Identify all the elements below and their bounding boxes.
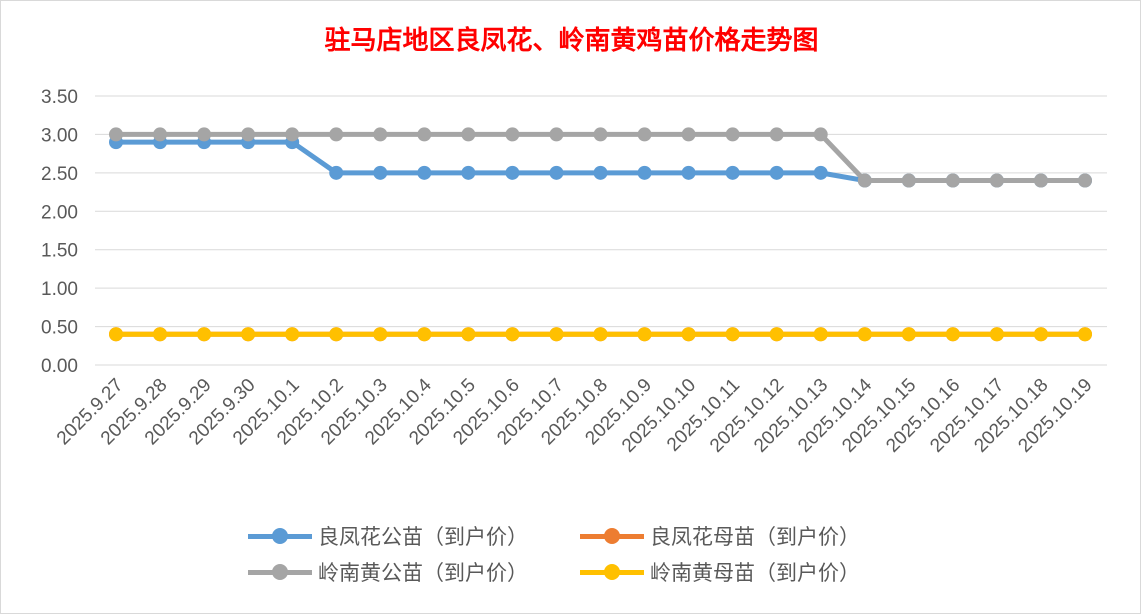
legend-swatch-icon [580, 560, 644, 584]
y-tick-label: 0.00 [41, 356, 78, 377]
data-point [153, 127, 168, 142]
data-point [109, 327, 123, 342]
data-point [901, 173, 916, 188]
legend-label: 岭南黄母苗（到户价） [650, 561, 860, 585]
data-point [197, 327, 212, 342]
data-point [945, 327, 960, 342]
data-point [637, 127, 652, 142]
data-point [285, 327, 300, 342]
series-3 [109, 327, 1092, 342]
data-point [1078, 173, 1092, 188]
data-point [769, 165, 784, 180]
legend-item-series-0[interactable]: 良凤花公苗（到户价） [248, 519, 528, 553]
data-point [681, 165, 696, 180]
data-point [153, 327, 168, 342]
data-point [1033, 327, 1048, 342]
data-point [505, 127, 520, 142]
legend-swatch-icon [248, 524, 312, 548]
chart-title: 驻马店地区良凤花、岭南黄鸡苗价格走势图 [324, 26, 819, 56]
y-tick-label: 2.50 [41, 164, 78, 185]
data-point [769, 327, 784, 342]
data-point [637, 165, 652, 180]
data-point [813, 127, 828, 142]
data-point [681, 127, 696, 142]
legend-item-series-1[interactable]: 良凤花母苗（到户价） [580, 519, 860, 553]
data-point [989, 173, 1004, 188]
y-tick-label: 3.00 [41, 125, 78, 146]
data-point [505, 165, 520, 180]
y-tick-label: 3.50 [41, 87, 78, 108]
data-point [637, 327, 652, 342]
data-point [945, 173, 960, 188]
data-point [373, 327, 388, 342]
data-point [329, 165, 344, 180]
legend-label: 良凤花公苗（到户价） [318, 525, 528, 549]
data-point [593, 127, 608, 142]
data-point [461, 127, 476, 142]
data-point [197, 127, 212, 142]
data-point [329, 327, 344, 342]
data-point [725, 127, 740, 142]
data-point [549, 327, 564, 342]
data-point [681, 327, 696, 342]
data-point [241, 327, 256, 342]
data-point [285, 127, 300, 142]
data-point [109, 127, 123, 142]
y-tick-label: 1.00 [41, 279, 78, 300]
data-point [373, 165, 388, 180]
data-point [813, 165, 828, 180]
data-point [593, 165, 608, 180]
data-point [417, 327, 432, 342]
y-tick-label: 1.50 [41, 241, 78, 262]
legend-swatch-icon [580, 524, 644, 548]
data-point [461, 165, 476, 180]
data-point [769, 127, 784, 142]
data-point [549, 165, 564, 180]
data-point [461, 327, 476, 342]
series-lines [109, 127, 1092, 342]
legend-swatch-icon [248, 560, 312, 584]
data-point [593, 327, 608, 342]
series-2 [109, 127, 1092, 188]
y-tick-label: 2.00 [41, 202, 78, 223]
y-tick-label: 0.50 [41, 318, 78, 339]
x-axis-ticks: 2025.9.272025.9.282025.9.292025.9.302025… [53, 374, 1097, 456]
data-point [505, 327, 520, 342]
data-point [1033, 173, 1048, 188]
data-point [417, 165, 432, 180]
data-point [813, 327, 828, 342]
y-axis-ticks: 0.00 0.50 1.00 1.50 2.00 2.50 3.00 3.50 [41, 87, 78, 377]
data-point [725, 165, 740, 180]
data-point [417, 127, 432, 142]
legend-label: 良凤花母苗（到户价） [650, 525, 860, 549]
data-point [329, 127, 344, 142]
data-point [549, 127, 564, 142]
data-point [857, 327, 872, 342]
data-point [901, 327, 916, 342]
legend-item-series-2[interactable]: 岭南黄公苗（到户价） [248, 555, 528, 589]
data-point [725, 327, 740, 342]
data-point [989, 327, 1004, 342]
data-point [373, 127, 388, 142]
legend-label: 岭南黄公苗（到户价） [318, 561, 528, 585]
legend-item-series-3[interactable]: 岭南黄母苗（到户价） [580, 555, 860, 589]
data-point [857, 173, 872, 188]
data-point [241, 127, 256, 142]
data-point [1078, 327, 1092, 342]
